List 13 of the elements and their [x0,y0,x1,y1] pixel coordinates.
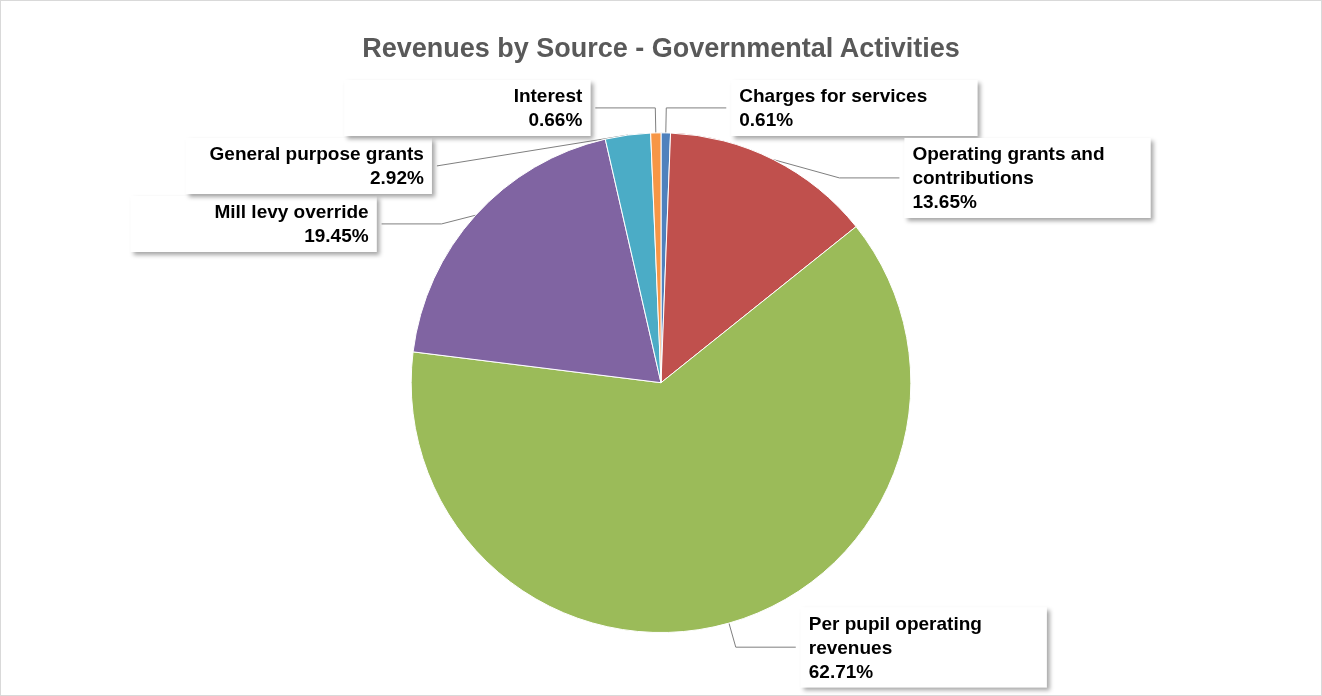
data-label: 2.92% [370,167,425,189]
chart-title: Revenues by Source - Governmental Activities [362,32,960,63]
data-label: 0.61% [739,109,794,131]
slice-label: Operating grants and contributions [912,143,1110,189]
data-label: 13.65% [912,191,977,213]
slice-label: General purpose grants [209,143,424,165]
slice-label: Per pupil operating revenues [808,612,988,658]
slice-label: Mill levy override [214,201,369,223]
data-label: 19.45% [304,225,369,247]
slice-label: Charges for services [739,85,928,107]
data-label: 0.66% [528,109,583,131]
slice-label: Interest [513,85,583,107]
data-label: 62.71% [808,660,874,682]
